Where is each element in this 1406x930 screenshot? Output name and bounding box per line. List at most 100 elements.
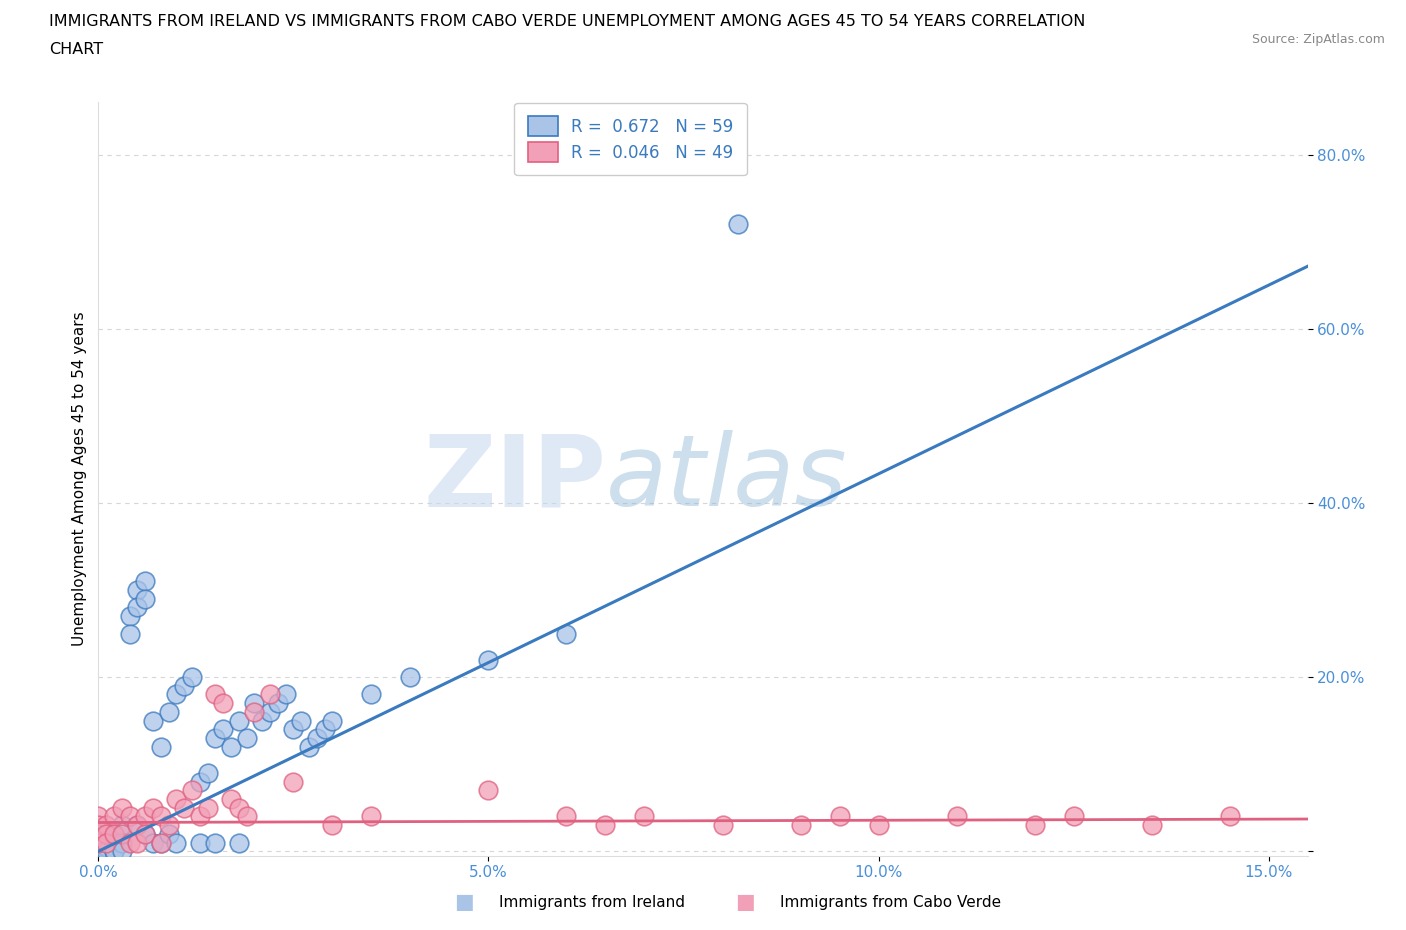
Point	[243, 696, 266, 711]
Point	[212, 696, 235, 711]
Point	[111, 835, 134, 850]
Point	[127, 835, 149, 850]
Point	[283, 722, 305, 737]
Point	[149, 835, 172, 850]
Text: ZIP: ZIP	[423, 431, 606, 527]
Point	[1219, 809, 1241, 824]
Point	[789, 817, 811, 832]
Point	[127, 817, 149, 832]
Point	[274, 687, 297, 702]
Point	[219, 739, 242, 754]
Point	[595, 817, 617, 832]
Point	[945, 809, 967, 824]
Point	[134, 809, 156, 824]
Point	[259, 704, 281, 719]
Point	[134, 591, 156, 606]
Point	[118, 809, 141, 824]
Point	[727, 217, 749, 232]
Point	[87, 844, 110, 858]
Point	[142, 835, 165, 850]
Point	[204, 835, 226, 850]
Point	[314, 722, 336, 737]
Point	[219, 791, 242, 806]
Point	[149, 835, 172, 850]
Point	[555, 626, 578, 641]
Point	[477, 783, 499, 798]
Point	[103, 809, 125, 824]
Point	[252, 713, 274, 728]
Point	[87, 840, 110, 855]
Text: Source: ZipAtlas.com: Source: ZipAtlas.com	[1251, 33, 1385, 46]
Point	[111, 844, 134, 858]
Point	[235, 731, 257, 746]
Point	[283, 774, 305, 789]
Point	[305, 731, 328, 746]
Point	[103, 827, 125, 842]
Point	[188, 774, 211, 789]
Text: atlas: atlas	[606, 431, 848, 527]
Point	[259, 687, 281, 702]
Point	[87, 835, 110, 850]
Text: ■: ■	[454, 892, 474, 912]
Point	[360, 809, 382, 824]
Point	[134, 574, 156, 589]
Point	[290, 713, 312, 728]
Point	[181, 783, 204, 798]
Point	[96, 835, 118, 850]
Point	[134, 827, 156, 842]
Point	[103, 844, 125, 858]
Point	[118, 626, 141, 641]
Point	[157, 817, 180, 832]
Point	[711, 817, 734, 832]
Point	[103, 840, 125, 855]
Point	[298, 739, 321, 754]
Point	[96, 817, 118, 832]
Point	[149, 739, 172, 754]
Point	[868, 817, 890, 832]
Point	[127, 600, 149, 615]
Point	[477, 652, 499, 667]
Point	[157, 704, 180, 719]
Text: CHART: CHART	[49, 42, 103, 57]
Point	[111, 800, 134, 815]
Text: IMMIGRANTS FROM IRELAND VS IMMIGRANTS FROM CABO VERDE UNEMPLOYMENT AMONG AGES 45: IMMIGRANTS FROM IRELAND VS IMMIGRANTS FR…	[49, 14, 1085, 29]
Legend: R =  0.672   N = 59, R =  0.046   N = 49: R = 0.672 N = 59, R = 0.046 N = 49	[515, 103, 747, 175]
Point	[173, 678, 195, 693]
Y-axis label: Unemployment Among Ages 45 to 54 years: Unemployment Among Ages 45 to 54 years	[72, 312, 87, 646]
Point	[87, 817, 110, 832]
Point	[96, 840, 118, 855]
Text: Immigrants from Cabo Verde: Immigrants from Cabo Verde	[780, 895, 1001, 910]
Point	[321, 713, 343, 728]
Point	[555, 809, 578, 824]
Point	[142, 713, 165, 728]
Point	[165, 687, 187, 702]
Point	[828, 809, 851, 824]
Point	[127, 582, 149, 597]
Point	[149, 809, 172, 824]
Point	[228, 713, 250, 728]
Point	[87, 827, 110, 842]
Point	[235, 809, 257, 824]
Point	[87, 809, 110, 824]
Point	[188, 835, 211, 850]
Point	[1140, 817, 1163, 832]
Point	[633, 809, 655, 824]
Point	[321, 817, 343, 832]
Text: Immigrants from Ireland: Immigrants from Ireland	[499, 895, 685, 910]
Point	[181, 670, 204, 684]
Point	[118, 835, 141, 850]
Point	[134, 827, 156, 842]
Point	[228, 800, 250, 815]
Point	[87, 835, 110, 850]
Point	[103, 827, 125, 842]
Point	[1063, 809, 1085, 824]
Point	[111, 817, 134, 832]
Point	[103, 835, 125, 850]
Point	[399, 670, 422, 684]
Point	[204, 731, 226, 746]
Point	[111, 827, 134, 842]
Point	[212, 722, 235, 737]
Point	[243, 704, 266, 719]
Point	[173, 800, 195, 815]
Point	[188, 809, 211, 824]
